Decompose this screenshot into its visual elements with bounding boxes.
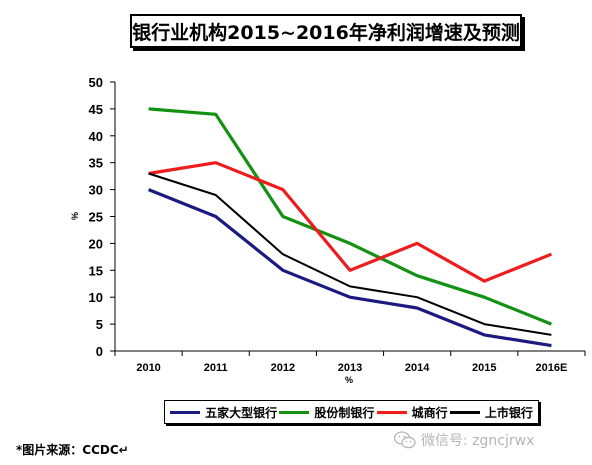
y-tick-label: 25 bbox=[89, 210, 103, 225]
y-tick-label: 20 bbox=[89, 236, 103, 251]
y-tick-label: 15 bbox=[89, 263, 103, 278]
wechat-icon bbox=[394, 431, 416, 449]
y-tick-label: 0 bbox=[96, 344, 103, 359]
y-axis-ticks: 0 5 10 15 20 25 30 35 40 45 50 bbox=[89, 75, 115, 359]
x-tick-label: 2012 bbox=[271, 362, 295, 374]
y-tick-label: 40 bbox=[89, 129, 103, 144]
x-axis-ticks: 2010 2011 2012 2013 2014 2015 2016E bbox=[114, 351, 586, 374]
chart-title: 银行业机构2015~2016年净利润增速及预测 bbox=[130, 14, 522, 48]
legend-label: 五家大型银行 bbox=[205, 405, 278, 420]
x-tick-label: 2016E bbox=[536, 362, 568, 374]
series-lines bbox=[148, 107, 552, 348]
y-tick-label: 35 bbox=[89, 156, 103, 171]
source-note: *图片来源：CCDC↵ bbox=[16, 443, 129, 457]
legend-swatch bbox=[449, 410, 480, 414]
watermark: 微信号: zgncjrwx bbox=[394, 430, 534, 450]
legend-label: 上市银行 bbox=[484, 405, 533, 420]
legend-item: 城商行 bbox=[376, 404, 448, 421]
legend-label: 股份制银行 bbox=[314, 405, 375, 420]
legend-swatch bbox=[376, 410, 407, 414]
legend-swatch bbox=[279, 410, 310, 414]
legend-item: 五家大型银行 bbox=[170, 404, 277, 421]
x-tick-label: 2010 bbox=[136, 362, 160, 374]
x-tick-label: 2013 bbox=[338, 362, 362, 374]
series-line bbox=[148, 161, 552, 283]
legend-item: 股份制银行 bbox=[279, 404, 374, 421]
y-tick-label: 10 bbox=[89, 290, 103, 305]
x-tick-label: 2011 bbox=[204, 362, 228, 374]
x-tick-label: 2014 bbox=[405, 362, 430, 374]
x-axis-label: % bbox=[345, 375, 353, 385]
series-line bbox=[148, 172, 552, 336]
y-tick-label: 5 bbox=[96, 317, 103, 332]
x-tick-label: 2015 bbox=[472, 362, 496, 374]
y-tick-label: 50 bbox=[89, 75, 103, 90]
chart-legend: 五家大型银行 股份制银行 城商行 上市银行 bbox=[164, 400, 539, 424]
watermark-text: 微信号: zgncjrwx bbox=[421, 433, 535, 449]
y-axis-label: % bbox=[70, 212, 80, 220]
series-line bbox=[148, 188, 552, 348]
y-tick-label: 45 bbox=[89, 102, 103, 117]
series-line bbox=[148, 107, 552, 326]
legend-swatch bbox=[170, 410, 201, 414]
y-tick-label: 30 bbox=[89, 183, 103, 198]
legend-label: 城商行 bbox=[411, 405, 448, 420]
legend-item: 上市银行 bbox=[449, 404, 533, 421]
